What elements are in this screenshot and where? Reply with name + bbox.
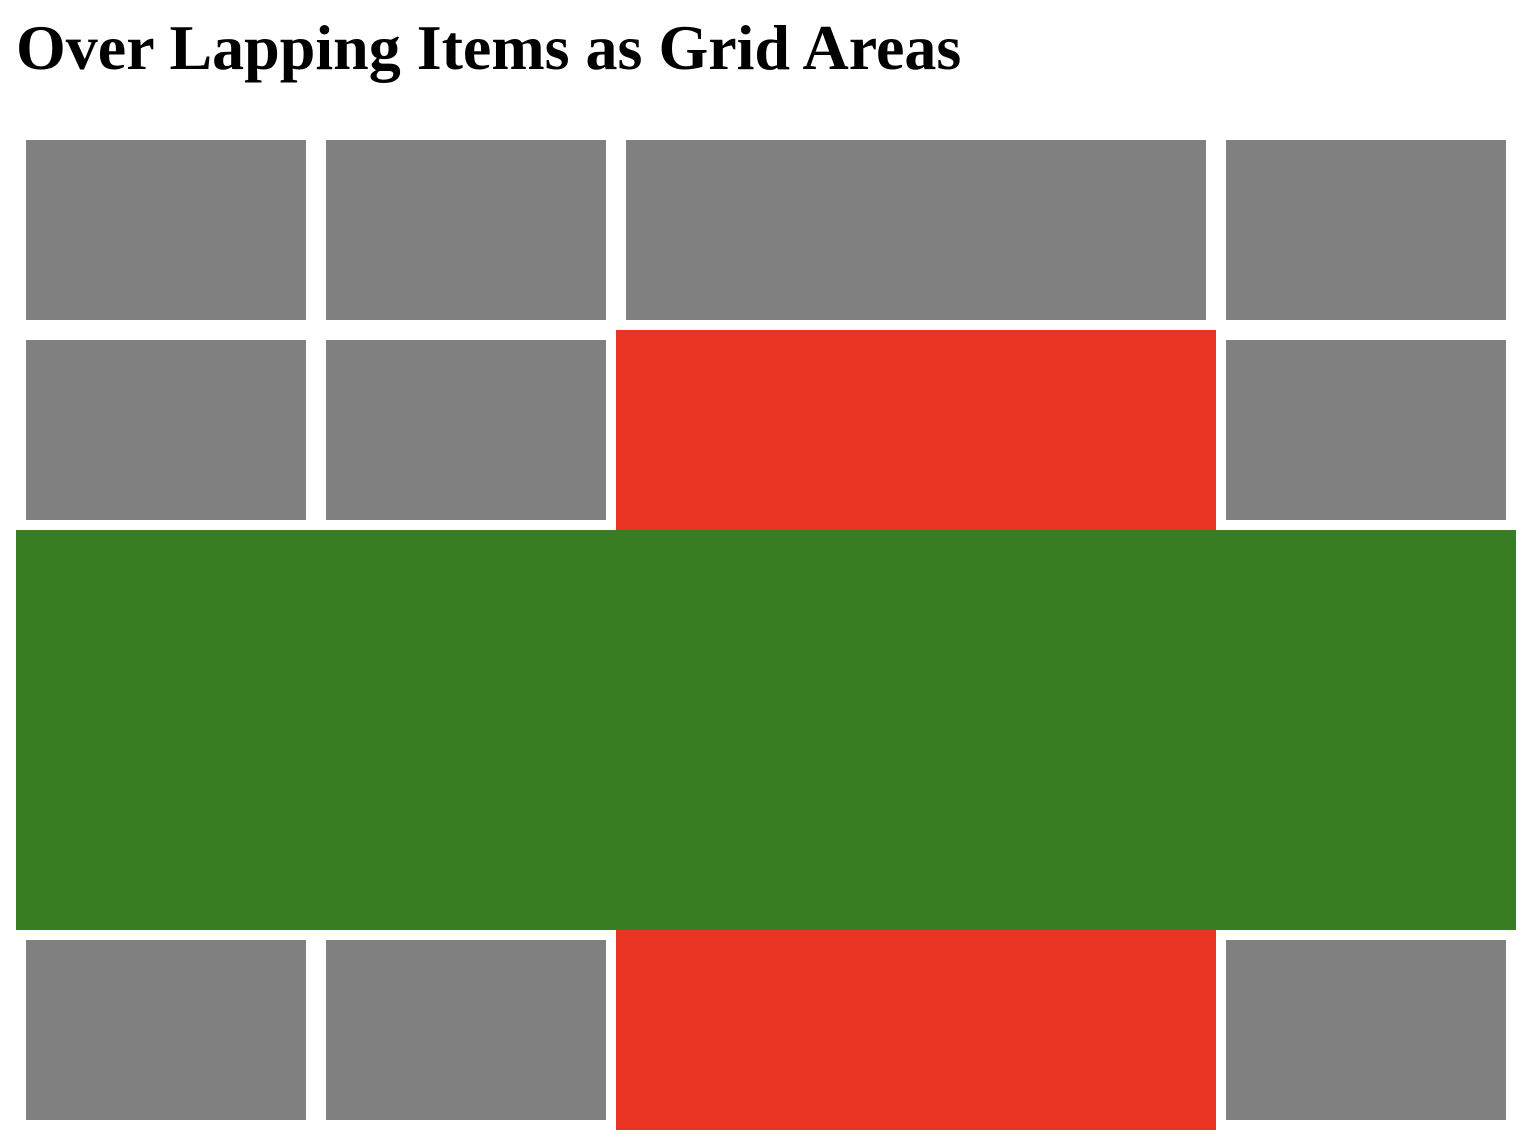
grid-cell-r1-c2	[326, 140, 606, 320]
overlap-grid	[16, 130, 1516, 1130]
grid-cell-r1-c3	[626, 140, 1206, 320]
grid-cell-r1-c1	[26, 140, 306, 320]
grid-cell-r1-c4	[1226, 140, 1506, 320]
grid-cell-r5-c1	[26, 940, 306, 1120]
grid-cell-r2-c4	[1226, 340, 1506, 520]
grid-cell-r2-c1	[26, 340, 306, 520]
grid-cell-r5-c2	[326, 940, 606, 1120]
grid-cell-r2-c2	[326, 340, 606, 520]
green-horizontal-area	[16, 530, 1516, 930]
page-title: Over Lapping Items as Grid Areas	[16, 12, 962, 83]
grid-cell-r5-c4	[1226, 940, 1506, 1120]
